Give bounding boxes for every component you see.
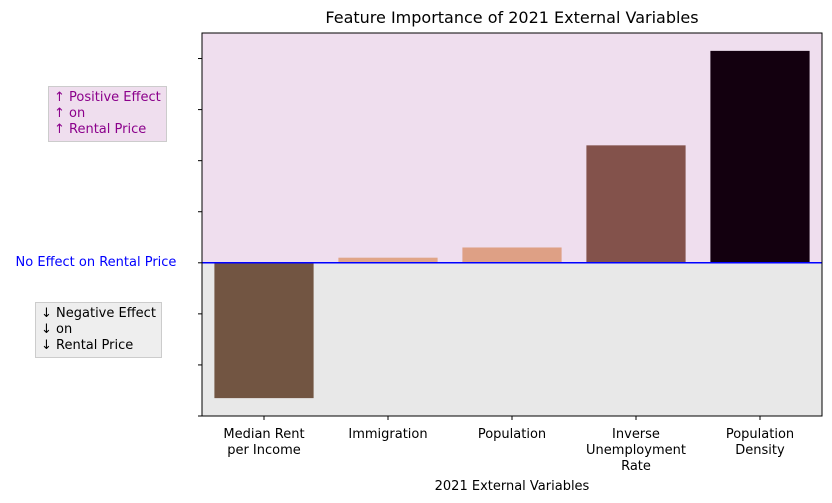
positive-annotation-line-3: ↑ Rental Price [54, 122, 147, 137]
bar-1 [338, 257, 438, 263]
positive-annotation-line-1: ↑ Positive Effect [54, 90, 161, 105]
bar-0 [214, 262, 314, 399]
bars [214, 50, 810, 399]
x-tick-label-0: Median Rent per Income [223, 427, 304, 458]
zero-line-label: No Effect on Rental Price [16, 255, 177, 270]
x-tick-label-1: Immigration [348, 427, 427, 442]
x-tick-label-2: Population [478, 427, 546, 442]
positive-effect-annotation: ↑ Positive Effect ↑ on ↑ Rental Price [48, 86, 167, 142]
chart-title: Feature Importance of 2021 External Vari… [325, 8, 698, 27]
bar-4 [710, 50, 810, 263]
x-tick-labels: Median Rent per Income Immigration Populati… [223, 416, 794, 474]
bar-2 [462, 247, 562, 263]
x-axis-label: 2021 External Variables [435, 479, 590, 494]
bar-3 [586, 145, 686, 263]
negative-annotation-line-2: ↓ on [41, 322, 73, 337]
x-tick-label-4: Population Density [726, 427, 794, 458]
x-tick-label-3: Inverse Unemployment Rate [586, 427, 686, 474]
negative-annotation-line-3: ↓ Rental Price [41, 338, 134, 353]
negative-effect-annotation: ↓ Negative Effect ↓ on ↓ Rental Price [35, 302, 162, 358]
positive-annotation-line-2: ↑ on [54, 106, 86, 121]
negative-annotation-line-1: ↓ Negative Effect [41, 306, 156, 321]
